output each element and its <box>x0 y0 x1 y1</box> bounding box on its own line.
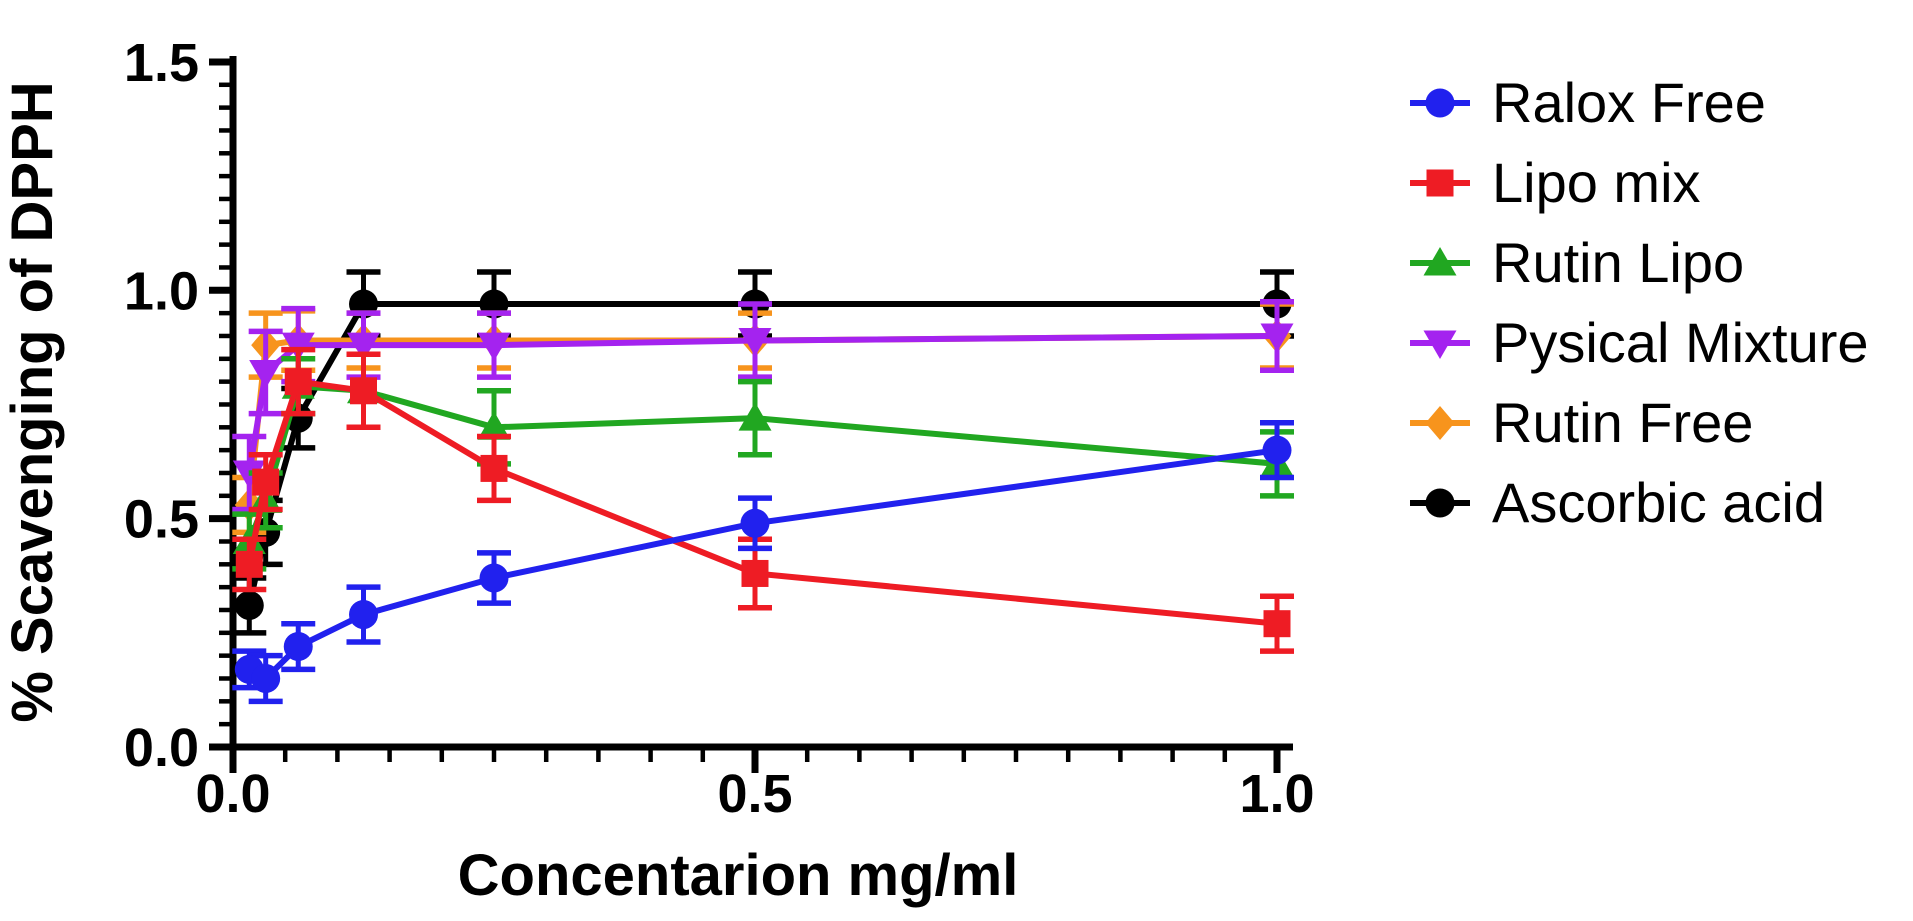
rutin-lipo-marker <box>477 411 511 440</box>
legend-item-lipo-mix: Lipo mix <box>1410 151 1701 214</box>
legend-item-rutin-lipo: Rutin Lipo <box>1410 231 1744 294</box>
series-ralox-free <box>232 419 1294 705</box>
chart-legend: Ralox Free Lipo mix Rutin Lipo Pysical Mixt… <box>1410 71 1869 534</box>
pysical-mixture-marker <box>281 332 315 362</box>
lipo-mix-marker <box>1263 610 1291 638</box>
pysical-mixture-marker <box>249 360 283 389</box>
rutin-lipo-marker <box>738 402 772 431</box>
lipo-mix-legend-icon <box>1426 169 1454 197</box>
y-tick-label: 0.5 <box>124 490 199 550</box>
ralox-free-marker <box>349 600 378 630</box>
legend-label: Pysical Mixture <box>1492 311 1869 374</box>
lipo-mix-marker <box>235 550 263 578</box>
y-tick-label: 0.0 <box>124 718 199 778</box>
legend-label: Ralox Free <box>1492 71 1766 134</box>
legend-label: Ascorbic acid <box>1492 471 1825 534</box>
lipo-mix-marker <box>284 368 312 396</box>
rutin-lipo-legend-icon <box>1423 247 1457 276</box>
x-tick-label: 0.0 <box>195 764 270 824</box>
ascorbic-acid-legend-icon <box>1425 488 1455 518</box>
pysical-mixture-legend-icon <box>1423 330 1457 359</box>
ralox-free-marker <box>479 563 509 593</box>
lipo-mix-marker <box>350 377 377 405</box>
legend-label: Lipo mix <box>1492 151 1701 214</box>
pysical-mixture-marker <box>738 328 772 357</box>
x-axis-title: Concentarion mg/ml <box>458 843 1019 908</box>
ralox-free-marker <box>283 632 313 662</box>
x-tick-label: 1.0 <box>1239 764 1314 824</box>
rutin-free-legend-icon <box>1425 406 1455 440</box>
plot-axes: 0.0 0.5 1.0 1.5 0.0 0.5 1.0 <box>124 33 1315 824</box>
legend-label: Rutin Free <box>1492 391 1753 454</box>
ralox-free-marker <box>251 663 281 693</box>
ralox-free-marker <box>740 508 770 538</box>
legend-item-pysical-mixture: Pysical Mixture <box>1410 311 1869 374</box>
legend-label: Rutin Lipo <box>1492 231 1744 294</box>
legend-item-ralox-free: Ralox Free <box>1410 71 1766 134</box>
legend-item-rutin-free: Rutin Free <box>1410 391 1753 454</box>
ascorbic-acid-marker <box>234 590 264 620</box>
y-tick-label: 1.5 <box>124 33 199 93</box>
x-tick-label: 0.5 <box>717 764 792 824</box>
lipo-mix-marker <box>252 468 280 496</box>
pysical-mixture-marker <box>477 332 511 362</box>
y-axis-title: % Scavenging of DPPH <box>0 81 65 722</box>
ralox-free-marker <box>1262 435 1292 465</box>
lipo-mix-marker <box>480 454 508 482</box>
ralox-free-legend-icon <box>1425 88 1455 118</box>
plot-series <box>232 269 1294 705</box>
lipo-mix-marker <box>741 559 769 587</box>
pysical-mixture-marker <box>1260 323 1294 352</box>
pysical-mixture-marker <box>347 332 380 362</box>
legend-item-ascorbic-acid: Ascorbic acid <box>1410 471 1825 534</box>
y-tick-label: 1.0 <box>124 261 199 321</box>
